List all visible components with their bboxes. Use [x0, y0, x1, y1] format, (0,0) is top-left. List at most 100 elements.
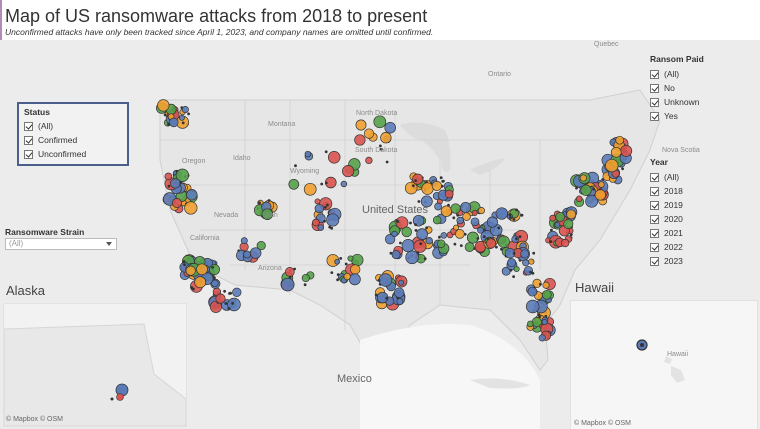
attack-marker[interactable] — [379, 144, 382, 148]
attack-marker[interactable] — [579, 174, 587, 182]
attack-marker[interactable] — [486, 216, 498, 228]
attack-marker[interactable] — [327, 151, 341, 164]
attack-marker[interactable] — [416, 251, 420, 255]
attack-marker[interactable] — [267, 199, 271, 202]
attack-marker[interactable] — [391, 250, 401, 260]
attack-marker[interactable] — [288, 178, 300, 190]
checkbox-icon[interactable] — [650, 214, 659, 224]
year-option-2018[interactable]: 2018 — [650, 184, 683, 198]
checkbox-icon[interactable] — [650, 228, 659, 238]
attack-marker[interactable] — [409, 221, 412, 225]
attack-marker[interactable] — [229, 291, 233, 295]
attack-marker[interactable] — [621, 167, 624, 171]
attack-marker[interactable] — [592, 187, 595, 191]
attack-marker[interactable] — [164, 172, 173, 181]
attack-marker[interactable] — [542, 281, 550, 289]
attack-marker[interactable] — [377, 279, 381, 282]
attack-marker[interactable] — [336, 278, 339, 282]
attack-marker[interactable] — [181, 121, 185, 125]
checkbox-icon[interactable] — [650, 186, 659, 196]
attack-marker[interactable] — [425, 226, 428, 230]
attack-marker[interactable] — [412, 184, 415, 188]
attack-marker[interactable] — [224, 302, 228, 305]
attack-marker[interactable] — [527, 286, 538, 297]
attack-marker[interactable] — [414, 229, 418, 232]
alaska-inset[interactable]: © Mapbox © OSM — [3, 303, 187, 427]
attack-marker[interactable] — [495, 207, 508, 220]
attack-marker[interactable] — [434, 202, 442, 211]
year-option-all[interactable]: (All) — [650, 170, 683, 184]
attack-marker[interactable] — [509, 216, 512, 219]
attack-marker[interactable] — [476, 237, 480, 240]
attack-marker[interactable] — [340, 180, 348, 188]
attack-marker[interactable] — [379, 147, 383, 151]
attack-marker[interactable] — [413, 239, 427, 253]
attack-marker[interactable] — [439, 176, 443, 180]
ransom-option-all[interactable]: (All) — [650, 67, 704, 81]
attack-marker[interactable] — [462, 212, 471, 221]
attack-marker[interactable] — [471, 210, 478, 216]
checkbox-icon[interactable] — [24, 135, 33, 145]
attack-marker[interactable] — [477, 207, 485, 215]
attack-marker[interactable] — [187, 112, 191, 116]
strain-dropdown[interactable]: (All) — [5, 238, 117, 250]
attack-marker[interactable] — [399, 241, 402, 245]
checkbox-icon[interactable] — [650, 111, 659, 121]
attack-marker[interactable] — [529, 270, 532, 274]
attack-marker[interactable] — [466, 231, 479, 244]
attack-marker[interactable] — [258, 201, 261, 205]
attack-marker[interactable] — [436, 239, 446, 248]
attack-marker[interactable] — [459, 244, 463, 248]
attack-marker[interactable] — [550, 228, 553, 232]
attack-marker[interactable] — [515, 237, 518, 241]
attack-marker[interactable] — [303, 283, 307, 287]
attack-marker[interactable] — [456, 216, 464, 225]
attack-marker[interactable] — [396, 220, 400, 223]
attack-marker[interactable] — [585, 194, 599, 208]
checkbox-icon[interactable] — [24, 121, 33, 131]
attack-marker[interactable] — [339, 257, 343, 260]
attack-marker[interactable] — [157, 99, 170, 112]
attack-marker[interactable] — [320, 182, 324, 186]
attack-marker[interactable] — [508, 213, 512, 217]
year-option-2019[interactable]: 2019 — [650, 198, 683, 212]
attack-marker[interactable] — [303, 182, 317, 196]
ransom-option-unknown[interactable]: Unknown — [650, 95, 704, 109]
attack-marker[interactable] — [453, 242, 457, 246]
attack-marker[interactable] — [539, 282, 542, 286]
attack-marker[interactable] — [384, 234, 396, 245]
attack-marker[interactable] — [522, 259, 530, 267]
attack-marker[interactable] — [566, 209, 577, 220]
attack-marker[interactable] — [330, 271, 334, 274]
attack-marker[interactable] — [423, 257, 427, 261]
attack-marker[interactable] — [450, 203, 461, 214]
attack-marker[interactable] — [555, 212, 566, 222]
attack-marker[interactable] — [431, 180, 442, 191]
attack-marker[interactable] — [460, 201, 472, 214]
year-option-2022[interactable]: 2022 — [650, 240, 683, 254]
attack-marker[interactable] — [456, 213, 460, 217]
attack-marker[interactable] — [284, 267, 295, 277]
attack-marker[interactable] — [294, 164, 297, 168]
attack-marker[interactable] — [389, 251, 393, 255]
attack-marker[interactable] — [520, 249, 530, 259]
chevron-down-icon[interactable] — [106, 242, 112, 246]
status-option-unconfirmed[interactable]: Unconfirmed — [24, 147, 122, 161]
attack-marker[interactable] — [452, 216, 456, 220]
attack-marker[interactable] — [211, 266, 215, 269]
attack-marker[interactable] — [314, 198, 321, 205]
attack-marker[interactable] — [208, 263, 220, 276]
attack-marker[interactable] — [528, 258, 535, 265]
attack-marker[interactable] — [330, 226, 334, 230]
attack-marker[interactable] — [438, 235, 441, 239]
attack-marker[interactable] — [185, 265, 196, 276]
attack-marker[interactable] — [175, 168, 190, 182]
attack-marker[interactable] — [324, 181, 328, 185]
attack-marker[interactable] — [509, 268, 513, 272]
attack-marker[interactable] — [421, 182, 434, 195]
attack-marker[interactable] — [314, 203, 324, 214]
attack-marker[interactable] — [416, 228, 428, 240]
attack-marker[interactable] — [209, 300, 222, 313]
attack-marker[interactable] — [507, 258, 517, 268]
attack-marker[interactable] — [594, 189, 606, 201]
